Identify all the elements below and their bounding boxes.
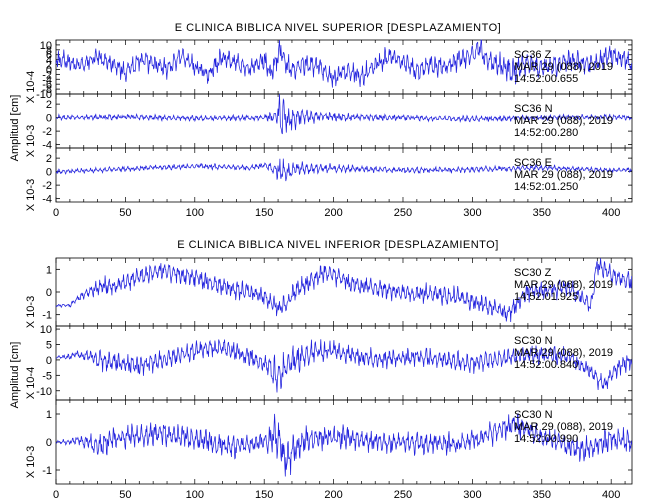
x-tick-label: 100 [186,207,204,219]
x-tick-label: 150 [255,207,273,219]
y-tick-label: -4 [42,74,52,86]
y-tick-label: -1 [42,465,52,477]
top-figure-title: E CLINICA BIBLICA NIVEL SUPERIOR [DESPLA… [175,22,501,34]
panel-annotation: SC30 N [514,335,553,347]
x-tick-label: 200 [324,489,342,500]
x-tick-label: 300 [463,489,481,500]
panel-annotation: SC30 N [514,409,553,421]
y-tick-label: 10 [40,324,52,336]
x-tick-label: 50 [119,207,131,219]
y-tick-label: -10 [36,89,52,101]
panel-annotation: MAR 29 (088), 2019 [514,279,613,291]
y-tick-label: -2 [42,126,52,138]
panel-annotation: MAR 29 (088), 2019 [514,61,613,73]
panel-unit-label: X 10-4 [25,71,37,103]
y-tick-label: 8 [46,45,52,57]
panel-annotation: 14:52:00.655 [514,73,578,85]
y-tick-label: 6 [46,50,52,62]
x-tick-label: 250 [394,489,412,500]
y-tick-label: 0 [46,437,52,449]
bottom-figure-title: E CLINICA BIBLICA NIVEL INFERIOR [DESPLA… [177,239,499,251]
y-tick-label: -8 [42,84,52,96]
y-tick-label: 0 [46,355,52,367]
y-tick-label: 10 [40,40,52,52]
y-tick-label: 4 [46,55,52,67]
panel-annotation: 14:52:01.925 [514,291,578,303]
y-tick-label: 2 [46,153,52,165]
panel-annotation: 14:52:01.250 [514,181,578,193]
top-shared-ylabel: Amplitud [cm] [9,95,21,162]
panel-annotation: SC36 N [514,103,553,115]
y-tick-label: 0 [46,113,52,125]
x-tick-label: 350 [533,489,551,500]
panel-annotation: SC36 E [514,157,552,169]
waveform-line [55,339,633,393]
y-tick-label: 1 [46,264,52,276]
y-tick-label: 0 [46,287,52,299]
panel-unit-label: X 10-3 [25,296,37,328]
panel-annotation: MAR 29 (088), 2019 [514,115,613,127]
panel-frame [55,147,633,203]
x-tick-label: 300 [463,207,481,219]
x-tick-label: 400 [602,207,620,219]
y-tick-label: -4 [42,140,52,152]
panel-annotation: 14:52:00.280 [514,127,578,139]
panel-unit-label: X 10-4 [25,367,37,399]
x-tick-label: 100 [186,489,204,500]
y-tick-label: -6 [42,79,52,91]
waveform-line [55,412,633,477]
bottom-shared-ylabel: Amplitud [cm] [9,342,21,409]
y-tick-label: -2 [42,69,52,81]
y-tick-label: -4 [42,194,52,206]
waveform-line [55,94,632,135]
panel-unit-label: X 10-3 [25,125,37,157]
bottom-figure-titles: E CLINICA BIBLICA NIVEL INFERIOR [DESPLA… [9,239,499,409]
panel-annotation: SC30 Z [514,267,552,279]
y-tick-label: 2 [46,99,52,111]
panel-annotation: SC36 Z [514,49,552,61]
panel-annotation: MAR 29 (088), 2019 [514,421,613,433]
y-tick-label: -1 [42,310,52,322]
x-tick-label: 150 [255,489,273,500]
top-figure-titles: E CLINICA BIBLICA NIVEL SUPERIOR [DESPLA… [9,22,501,161]
x-tick-label: 200 [324,207,342,219]
y-tick-label: 0 [46,64,52,76]
x-tick-label: 350 [533,207,551,219]
x-tick-label: 250 [394,207,412,219]
x-tick-label: 400 [602,489,620,500]
waveform-line [55,39,633,88]
y-tick-label: 0 [46,167,52,179]
y-tick-label: -5 [42,370,52,382]
x-tick-label: 0 [53,207,59,219]
x-tick-label: 0 [53,489,59,500]
y-tick-label: 5 [46,340,52,352]
panel-annotation: MAR 29 (088), 2019 [514,169,613,181]
y-tick-label: 2 [46,60,52,72]
x-tick-label: 50 [119,489,131,500]
y-tick-label: -2 [42,180,52,192]
waveform-line [55,158,632,182]
waveform-line [55,258,633,323]
y-tick-label: -10 [36,386,52,398]
panel-annotation: 14:52:00.840 [514,359,578,371]
panel-unit-label: X 10-3 [25,179,37,211]
panel-annotation: 14:52:00.990 [514,433,578,445]
y-tick-label: 1 [46,409,52,421]
panel-annotation: MAR 29 (088), 2019 [514,347,613,359]
panel-unit-label: X 10-3 [25,446,37,478]
